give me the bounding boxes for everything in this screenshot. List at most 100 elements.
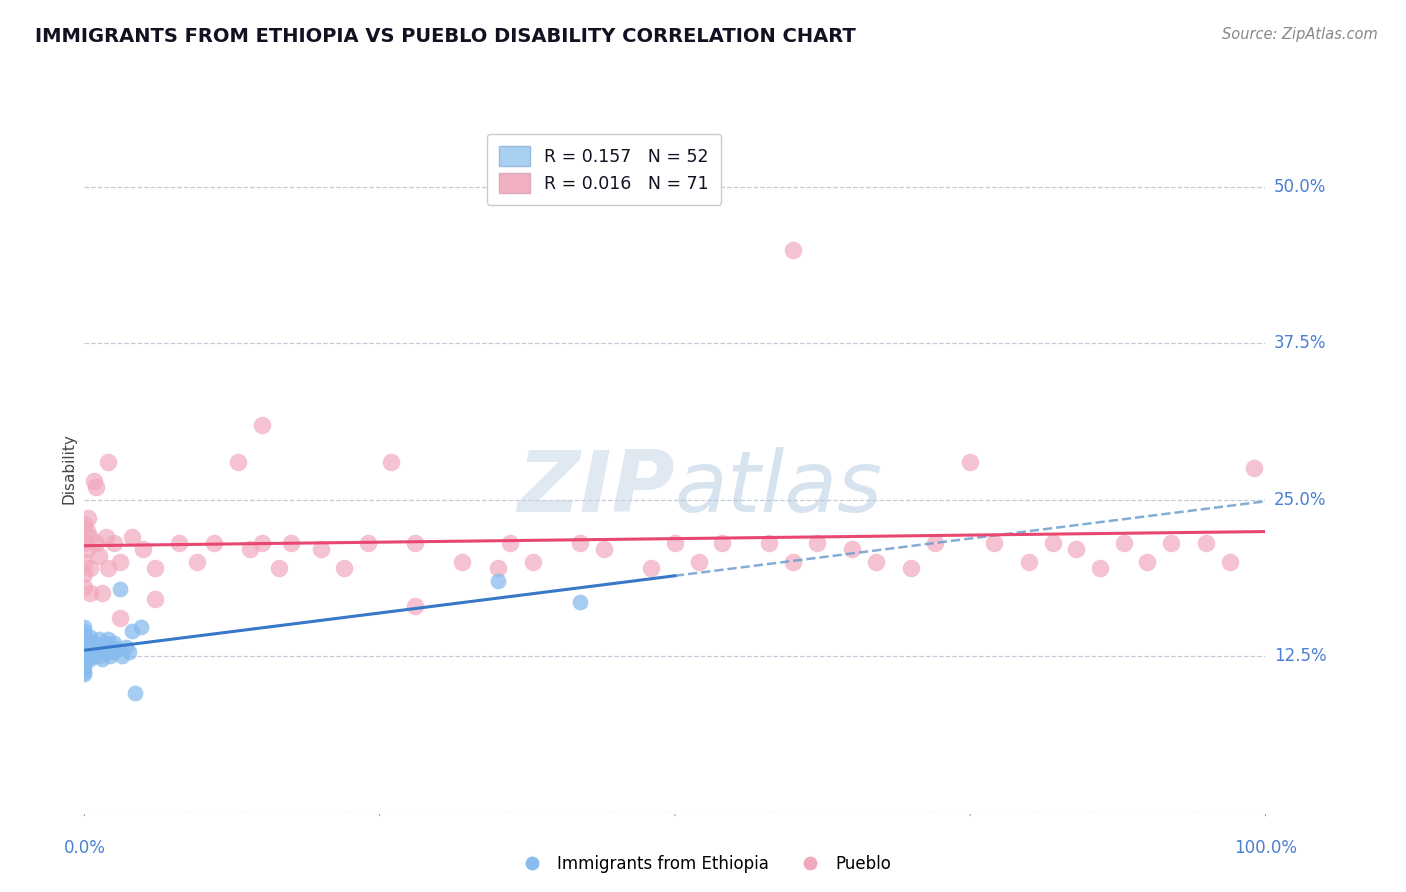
Point — [73, 624, 96, 638]
Point — [79, 561, 101, 575]
Point — [186, 555, 208, 569]
Point — [522, 555, 544, 569]
Text: Source: ZipAtlas.com: Source: ZipAtlas.com — [1222, 27, 1378, 42]
Text: 100.0%: 100.0% — [1234, 839, 1296, 857]
Point — [83, 474, 105, 488]
Text: 0.0%: 0.0% — [63, 839, 105, 857]
Point — [380, 455, 402, 469]
Point — [806, 536, 828, 550]
Point — [73, 620, 96, 634]
Point — [202, 536, 225, 550]
Point — [73, 580, 96, 594]
Point — [108, 611, 131, 625]
Point — [91, 586, 114, 600]
Point — [108, 582, 131, 597]
Point — [73, 627, 96, 641]
Point — [103, 636, 125, 650]
Point — [83, 642, 105, 657]
Point — [83, 636, 105, 650]
Legend: Immigrants from Ethiopia, Pueblo: Immigrants from Ethiopia, Pueblo — [509, 848, 897, 880]
Legend: R = 0.157   N = 52, R = 0.016   N = 71: R = 0.157 N = 52, R = 0.016 N = 71 — [486, 134, 721, 205]
Point — [94, 645, 117, 659]
Point — [124, 686, 146, 700]
Point — [226, 455, 249, 469]
Point — [84, 536, 107, 550]
Point — [498, 536, 520, 550]
Point — [73, 640, 96, 654]
Point — [451, 555, 474, 569]
Point — [269, 561, 291, 575]
Point — [73, 655, 96, 669]
Point — [73, 646, 96, 660]
Point — [143, 561, 166, 575]
Point — [79, 645, 101, 659]
Point — [1219, 555, 1241, 569]
Point — [97, 632, 120, 647]
Point — [97, 561, 120, 575]
Point — [1018, 555, 1040, 569]
Point — [73, 665, 96, 679]
Text: 25.0%: 25.0% — [1274, 491, 1326, 508]
Point — [79, 639, 101, 653]
Point — [1243, 461, 1265, 475]
Point — [94, 530, 117, 544]
Point — [118, 645, 141, 659]
Point — [711, 536, 734, 550]
Point — [76, 542, 98, 557]
Point — [73, 642, 96, 657]
Point — [404, 599, 426, 613]
Point — [73, 652, 96, 666]
Point — [1042, 536, 1064, 550]
Point — [782, 243, 804, 257]
Point — [121, 530, 143, 544]
Point — [79, 586, 101, 600]
Point — [84, 645, 107, 659]
Point — [94, 636, 117, 650]
Point — [664, 536, 686, 550]
Text: 12.5%: 12.5% — [1274, 647, 1326, 665]
Point — [79, 635, 101, 649]
Point — [73, 667, 96, 681]
Point — [73, 657, 96, 672]
Point — [333, 561, 356, 575]
Point — [239, 542, 262, 557]
Point — [593, 542, 616, 557]
Point — [87, 549, 110, 563]
Point — [84, 480, 107, 494]
Point — [865, 555, 887, 569]
Point — [98, 640, 121, 654]
Point — [1112, 536, 1135, 550]
Point — [73, 661, 96, 675]
Point — [73, 648, 96, 663]
Point — [688, 555, 710, 569]
Point — [107, 642, 129, 657]
Point — [73, 567, 96, 582]
Point — [73, 642, 96, 657]
Point — [983, 536, 1005, 550]
Point — [77, 511, 100, 525]
Point — [87, 632, 110, 647]
Point — [97, 455, 120, 469]
Point — [121, 624, 143, 638]
Point — [98, 648, 121, 663]
Text: atlas: atlas — [675, 448, 883, 531]
Point — [782, 555, 804, 569]
Point — [73, 648, 96, 663]
Point — [73, 636, 96, 650]
Point — [569, 536, 592, 550]
Point — [758, 536, 780, 550]
Point — [79, 652, 101, 666]
Point — [103, 645, 125, 659]
Point — [1195, 536, 1218, 550]
Point — [91, 652, 114, 666]
Point — [73, 636, 96, 650]
Point — [486, 574, 509, 588]
Point — [73, 632, 96, 647]
Text: IMMIGRANTS FROM ETHIOPIA VS PUEBLO DISABILITY CORRELATION CHART: IMMIGRANTS FROM ETHIOPIA VS PUEBLO DISAB… — [35, 27, 856, 45]
Y-axis label: Disability: Disability — [60, 433, 76, 504]
Point — [76, 524, 98, 538]
Point — [1088, 561, 1111, 575]
Point — [83, 648, 105, 663]
Point — [91, 642, 114, 657]
Point — [73, 555, 96, 569]
